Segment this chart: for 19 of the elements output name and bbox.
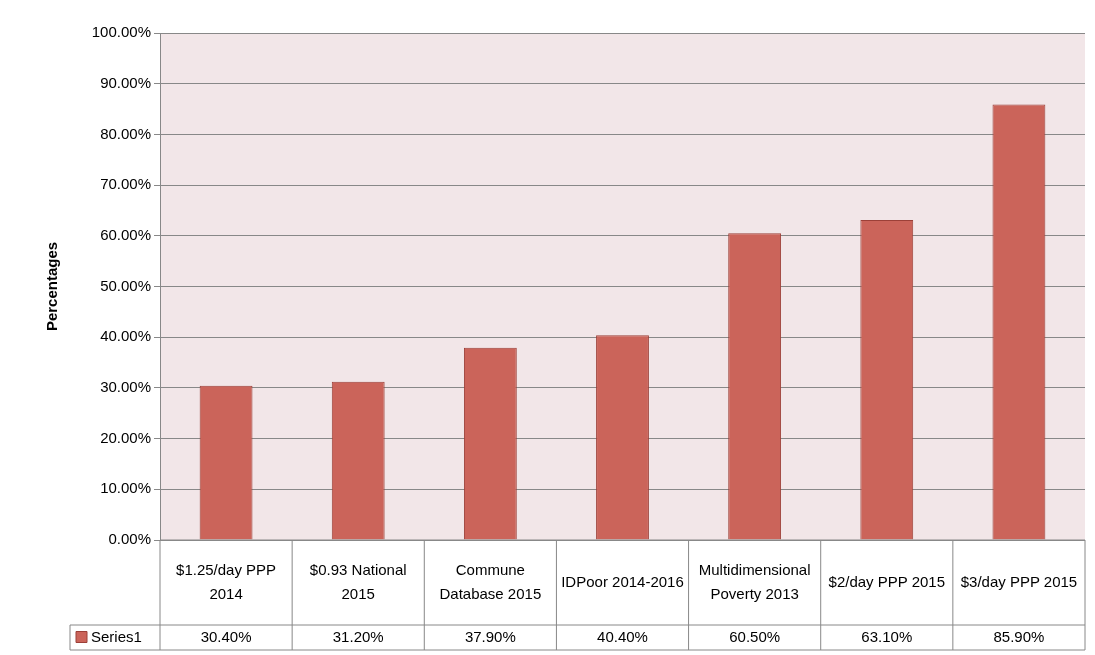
- y-tick-label: 20.00%: [100, 428, 151, 446]
- y-tick-label: 90.00%: [100, 73, 151, 91]
- y-tick-label: 70.00%: [100, 175, 151, 193]
- y-tick-label: 80.00%: [100, 124, 151, 142]
- y-tick-label: 10.00%: [100, 479, 151, 497]
- x-tick-label: IDPoor 2014-2016: [561, 572, 684, 590]
- y-tick-label: 40.00%: [100, 327, 151, 345]
- y-tick-label: 100.00%: [91, 23, 151, 41]
- y-tick-label: 0.00%: [108, 530, 151, 548]
- x-tick-label: $3/day PPP 2015: [960, 572, 1078, 590]
- x-tick-label: $2/day PPP 2015: [828, 572, 946, 590]
- y-tick-label: 50.00%: [100, 276, 151, 294]
- x-tick-label: Multidimensional Poverty 2013: [698, 560, 811, 602]
- x-tick-label: $0.93 National 2015: [309, 560, 407, 602]
- y-axis-title: Percentages: [43, 241, 61, 332]
- y-tick-label: 30.00%: [100, 378, 151, 396]
- x-tick-label: Commune Database 2015: [439, 560, 542, 602]
- x-tick-label: $1.25/day PPP 2014: [176, 560, 277, 602]
- y-tick-label: 60.00%: [100, 225, 151, 243]
